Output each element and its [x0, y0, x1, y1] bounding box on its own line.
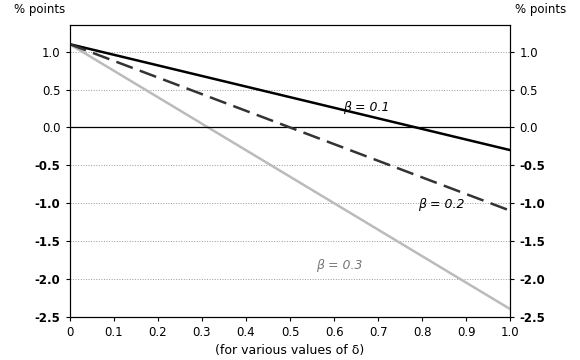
- Text: % points: % points: [14, 4, 65, 17]
- X-axis label: (for various values of δ): (for various values of δ): [215, 345, 365, 357]
- Text: β = 0.3: β = 0.3: [317, 259, 363, 272]
- Text: β = 0.2: β = 0.2: [418, 198, 465, 211]
- Text: β = 0.1: β = 0.1: [343, 101, 389, 114]
- Text: % points: % points: [515, 4, 566, 17]
